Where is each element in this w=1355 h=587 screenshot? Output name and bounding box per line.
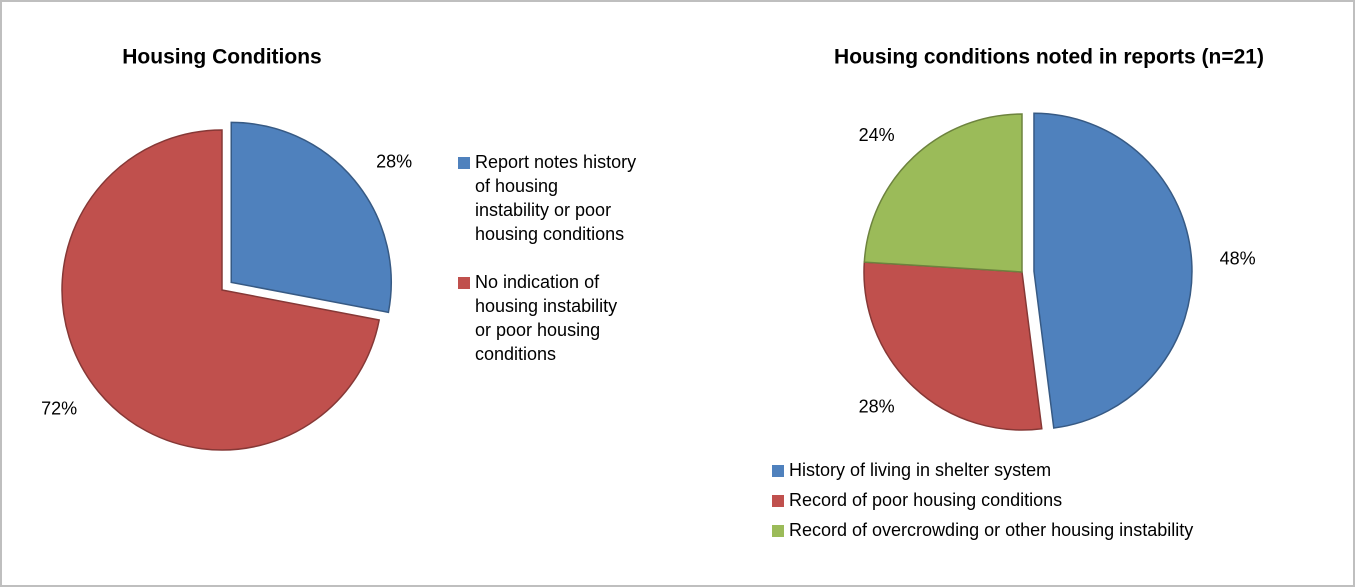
legend-swatch	[772, 465, 784, 477]
legend-label: History of living in shelter system	[789, 460, 1051, 480]
slice	[230, 121, 392, 314]
legend-label: Record of poor housing conditions	[789, 490, 1062, 510]
slice-group	[863, 113, 1023, 273]
legend-swatch	[458, 157, 470, 169]
data-label: 72%	[41, 399, 77, 419]
slice-group	[863, 261, 1043, 431]
data-label: 24%	[859, 125, 895, 145]
slice-group	[1033, 112, 1193, 429]
data-label: 48%	[1220, 248, 1256, 268]
slice-group	[230, 121, 392, 314]
slice	[863, 113, 1023, 273]
chart-title: Housing Conditions	[122, 46, 321, 69]
legend-swatch	[772, 525, 784, 537]
slice	[61, 129, 381, 451]
legend-label: Report notes history of housing instabilit…	[475, 152, 636, 244]
slice	[1033, 112, 1193, 429]
slice	[863, 261, 1043, 431]
legend-swatch	[772, 495, 784, 507]
data-label: 28%	[859, 396, 895, 416]
slice-group	[61, 129, 381, 451]
data-label: 28%	[376, 151, 412, 171]
legend-label: Record of overcrowding or other housing …	[789, 520, 1193, 540]
legend-label: No indication of housing instability or po…	[475, 272, 617, 364]
legend-swatch	[458, 277, 470, 289]
chart-title: Housing conditions noted in reports (n=2…	[834, 46, 1264, 69]
